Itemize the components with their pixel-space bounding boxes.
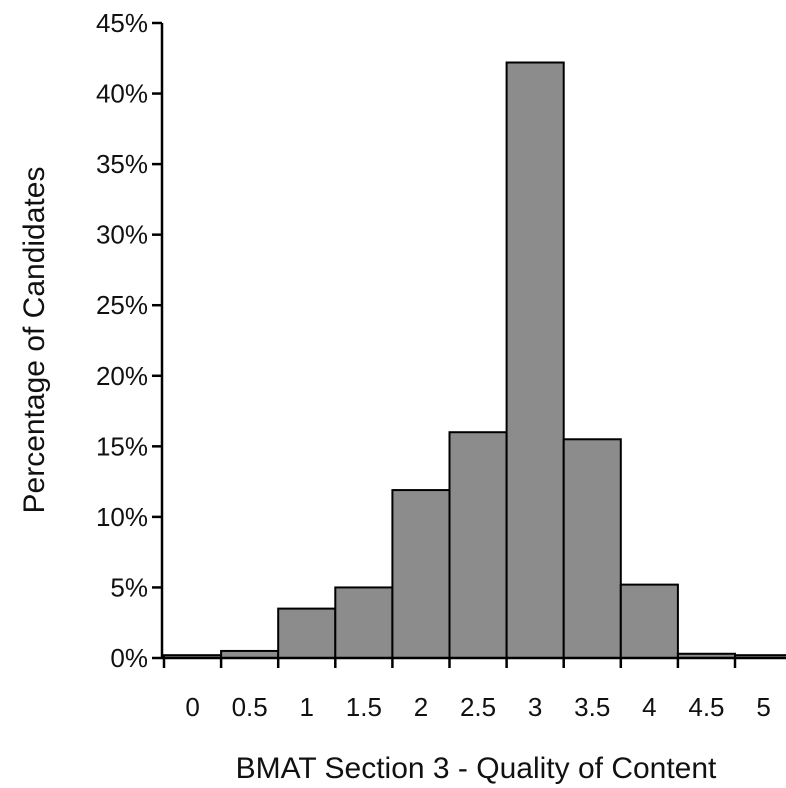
y-axis-title: Percentage of Candidates <box>18 167 51 514</box>
y-tick-label: 10% <box>96 502 148 532</box>
x-tick-label: 2 <box>414 692 428 722</box>
x-tick-label: 5 <box>756 692 770 722</box>
bar-3.5 <box>562 438 622 659</box>
y-tick-label: 40% <box>96 79 148 109</box>
bars-group <box>163 61 786 660</box>
x-axis-ticks: 0 0.5 1 1.5 2 2.5 3 3.5 4 4.5 5 <box>162 658 771 722</box>
x-tick-label: 0 <box>185 692 199 722</box>
x-tick-label: 0.5 <box>232 692 268 722</box>
bar-4 <box>619 583 679 659</box>
x-tick-label: 1 <box>300 692 314 722</box>
y-tick-label: 25% <box>96 290 148 320</box>
x-tick-label: 3 <box>528 692 542 722</box>
y-tick-label: 20% <box>96 361 148 391</box>
bar-1.5 <box>334 586 394 660</box>
y-tick-label: 15% <box>96 431 148 461</box>
bar-3 <box>505 61 565 660</box>
x-axis-title: BMAT Section 3 - Quality of Content <box>236 752 717 785</box>
y-tick-label: 35% <box>96 149 148 179</box>
x-tick-label: 1.5 <box>346 692 382 722</box>
y-axis-ticks: 0% 5% 10% 15% 20% 25% 30% 35% 40% 45% <box>96 8 162 673</box>
bar-2 <box>391 489 451 660</box>
bar-1 <box>277 607 337 659</box>
y-tick-label: 30% <box>96 220 148 250</box>
y-tick-label: 5% <box>110 572 148 602</box>
x-tick-label: 3.5 <box>574 692 610 722</box>
x-tick-label: 4.5 <box>688 692 724 722</box>
bar-2.5 <box>448 431 508 659</box>
x-tick-label: 4 <box>642 692 656 722</box>
y-tick-label: 0% <box>110 643 148 673</box>
x-tick-label: 2.5 <box>460 692 496 722</box>
y-tick-label: 45% <box>96 8 148 38</box>
